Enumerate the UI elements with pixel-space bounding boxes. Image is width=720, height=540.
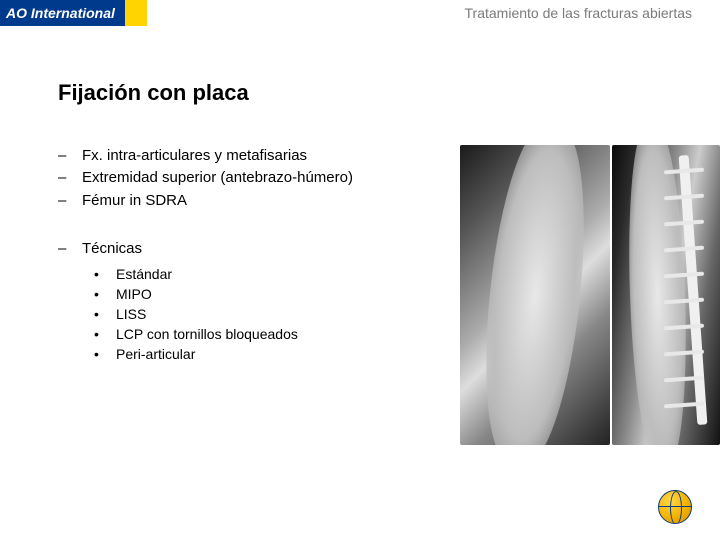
list-item-text: Extremidad superior (antebrazo-húmero) [82,168,353,188]
footer-logo [658,490,692,524]
bone-shape [472,145,597,445]
bullet-icon: • [94,305,116,324]
brand-logo-text: AO International [6,5,115,21]
list-item-text: Fx. intra-articulares y metafisarias [82,146,307,166]
slide-title: Fijación con placa [58,80,700,106]
header-bar: AO International Tratamiento de las frac… [0,0,720,26]
bullet-icon: • [94,285,116,304]
dash-icon: – [58,191,82,211]
bullet-icon: • [94,265,116,284]
xray-image-postop [612,145,720,445]
dash-icon: – [58,239,82,259]
header-subtitle: Tratamiento de las fracturas abiertas [147,0,720,26]
dash-icon: – [58,146,82,166]
globe-icon [658,490,692,524]
list-item-text: Fémur in SDRA [82,191,187,211]
bullet-icon: • [94,325,116,344]
brand-logo: AO International [0,0,125,26]
list-item-text: Peri-articular [116,345,195,364]
list-item-text: LCP con tornillos bloqueados [116,325,298,344]
xray-image-preop [460,145,610,445]
bullet-icon: • [94,345,116,364]
dash-icon: – [58,168,82,188]
xray-images [460,145,720,445]
list-item-text: MIPO [116,285,152,304]
list-item-text: LISS [116,305,146,324]
techniques-heading: Técnicas [82,239,142,259]
list-item-text: Estándar [116,265,172,284]
brand-accent-strip [125,0,147,26]
